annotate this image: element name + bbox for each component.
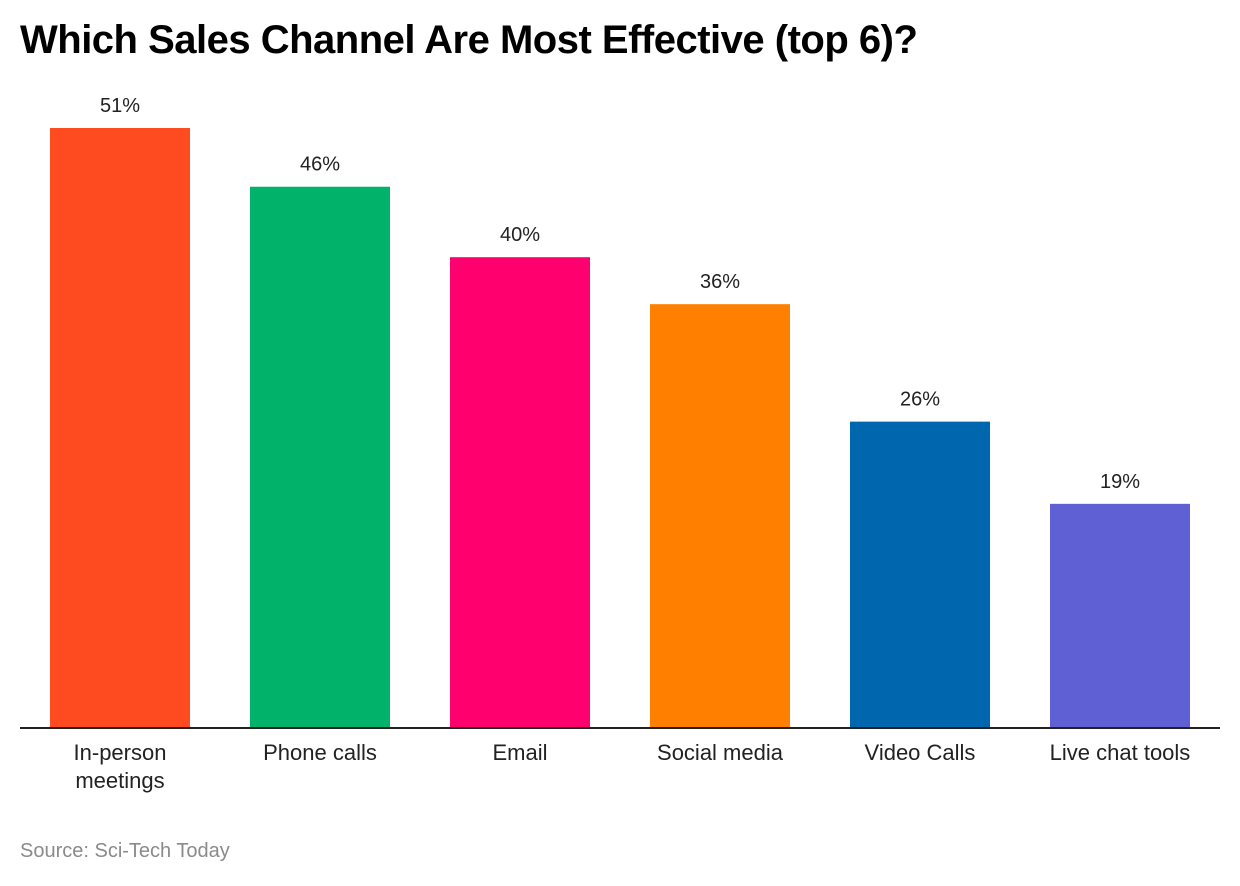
value-label: 36%	[700, 271, 740, 293]
bar	[450, 257, 590, 727]
source-note: Source: Sci-Tech Today	[20, 840, 230, 862]
value-label: 26%	[900, 389, 940, 411]
bar	[1050, 503, 1190, 727]
value-label: 19%	[1100, 471, 1140, 493]
chart-title: Which Sales Channel Are Most Effective (…	[20, 18, 918, 62]
x-tick-label: Email	[492, 740, 547, 765]
bar	[850, 421, 990, 727]
x-tick-label: Social media	[657, 740, 784, 765]
value-label: 51%	[100, 95, 140, 117]
bar	[50, 128, 190, 727]
bar	[250, 186, 390, 728]
x-tick-label: Phone calls	[263, 740, 377, 765]
value-label: 46%	[300, 154, 340, 176]
x-tick-label: meetings	[75, 768, 164, 793]
x-tick-label: Live chat tools	[1050, 740, 1191, 765]
bar	[650, 304, 790, 727]
x-tick-label: Video Calls	[865, 740, 976, 765]
x-tick-label: In-person	[74, 740, 167, 765]
value-label: 40%	[500, 224, 540, 246]
